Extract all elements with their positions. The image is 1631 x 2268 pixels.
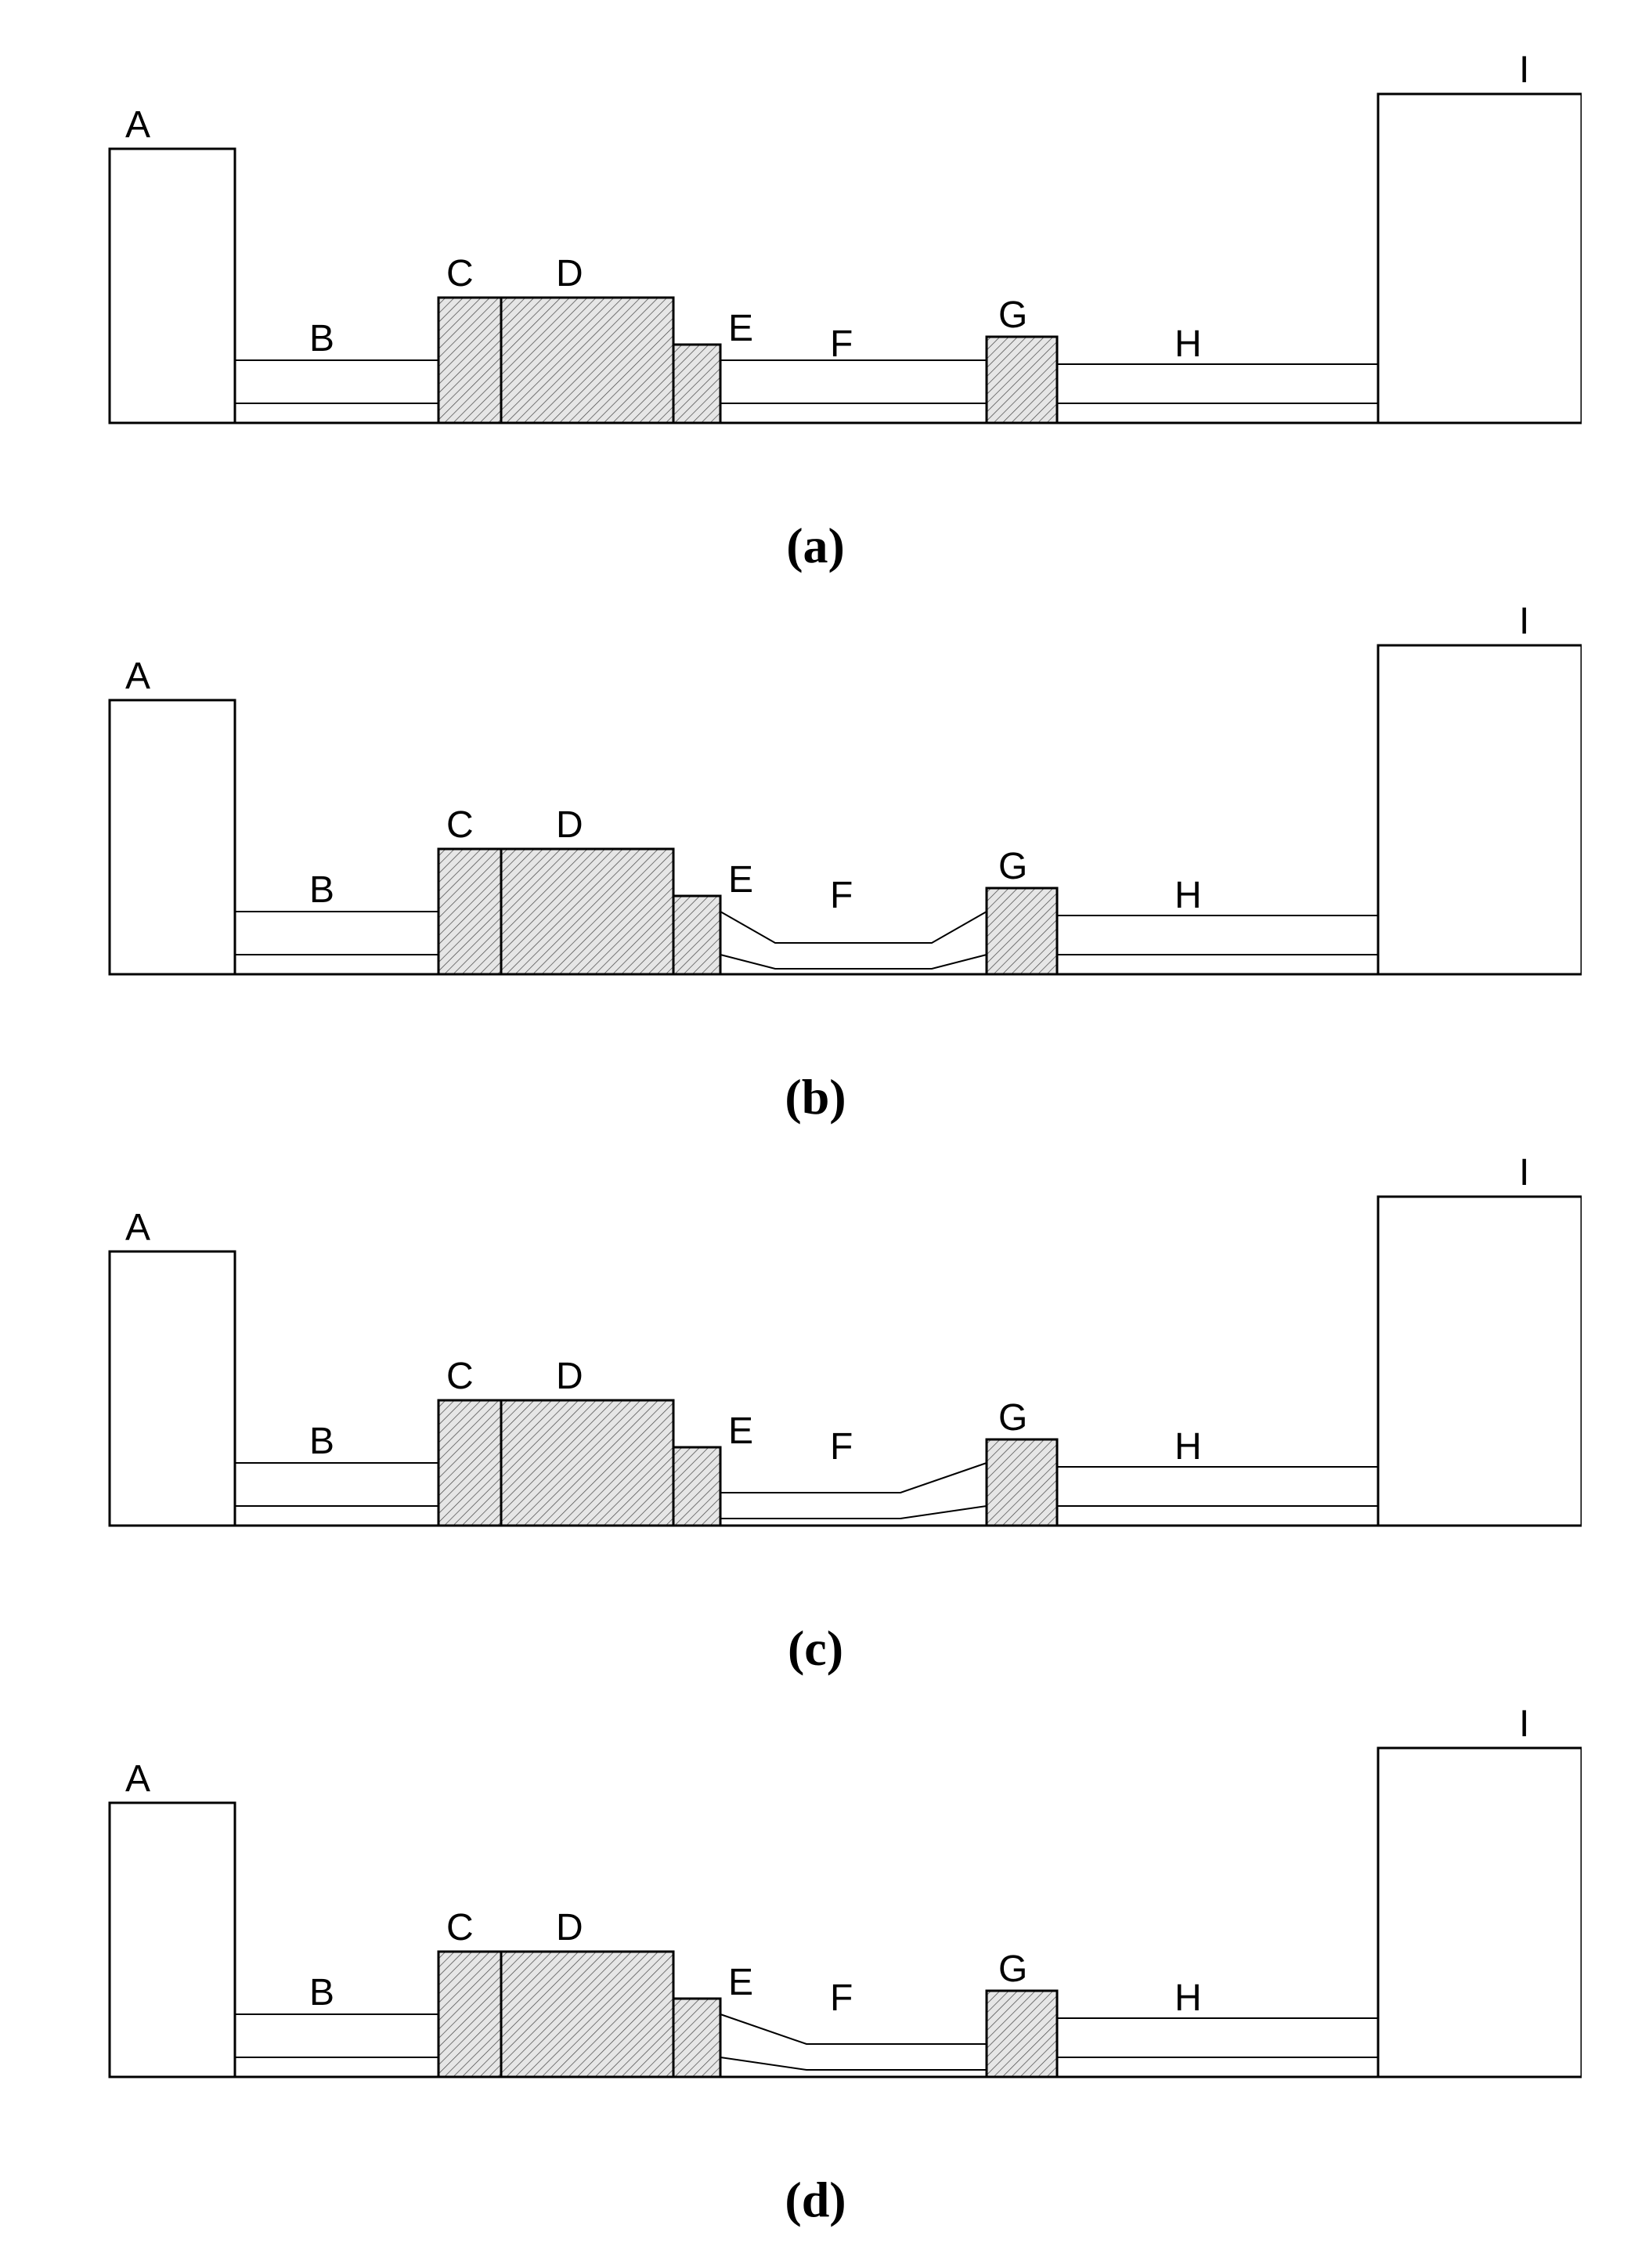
label-I: I bbox=[1519, 1703, 1529, 1745]
label-H: H bbox=[1175, 1426, 1202, 1468]
panel-d-svg: A B C D E F G H I bbox=[47, 1685, 1582, 2093]
label-C: C bbox=[446, 253, 474, 294]
panel-a-svg: A B C D E F G H I bbox=[47, 31, 1582, 439]
label-C: C bbox=[446, 1907, 474, 1948]
panel-a: A B C D E F G H I bbox=[47, 31, 1582, 470]
label-D: D bbox=[556, 804, 583, 846]
label-B: B bbox=[309, 1972, 334, 2013]
block-I bbox=[1378, 1748, 1582, 2077]
label-A: A bbox=[125, 1758, 150, 1800]
block-G bbox=[987, 888, 1057, 974]
label-D: D bbox=[556, 1907, 583, 1948]
label-E: E bbox=[728, 1962, 753, 2003]
block-C bbox=[438, 849, 501, 974]
block-E bbox=[673, 345, 720, 423]
label-I: I bbox=[1519, 1152, 1529, 1194]
label-E: E bbox=[728, 859, 753, 901]
label-F: F bbox=[830, 1426, 853, 1468]
label-B: B bbox=[309, 1421, 334, 1462]
label-E: E bbox=[728, 308, 753, 349]
segment-F-top bbox=[720, 2014, 987, 2044]
block-D bbox=[501, 1400, 673, 1526]
block-C bbox=[438, 298, 501, 423]
label-G: G bbox=[998, 1397, 1027, 1439]
label-F: F bbox=[830, 1977, 853, 2019]
label-C: C bbox=[446, 1356, 474, 1397]
label-I: I bbox=[1519, 601, 1529, 642]
label-E: E bbox=[728, 1410, 753, 1452]
label-H: H bbox=[1175, 1977, 1202, 2019]
block-A bbox=[110, 1803, 235, 2077]
label-G: G bbox=[998, 1948, 1027, 1990]
label-A: A bbox=[125, 1207, 150, 1248]
segment-F-bottom bbox=[720, 2057, 987, 2070]
label-D: D bbox=[556, 253, 583, 294]
label-B: B bbox=[309, 869, 334, 911]
block-D bbox=[501, 1952, 673, 2077]
block-C bbox=[438, 1952, 501, 2077]
panel-b-svg: A B C D E F G H I bbox=[47, 583, 1582, 990]
caption-b: (b) bbox=[47, 1068, 1584, 1126]
label-G: G bbox=[998, 846, 1027, 887]
panel-c: A B C D E F G H I bbox=[47, 1134, 1582, 1573]
caption-d: (d) bbox=[47, 2171, 1584, 2229]
label-A: A bbox=[125, 655, 150, 697]
block-I bbox=[1378, 1197, 1582, 1526]
caption-c: (c) bbox=[47, 1620, 1584, 1678]
block-G bbox=[987, 337, 1057, 423]
segment-F-top bbox=[720, 1463, 987, 1493]
block-D bbox=[501, 298, 673, 423]
block-I bbox=[1378, 94, 1582, 423]
block-G bbox=[987, 1439, 1057, 1526]
block-E bbox=[673, 1999, 720, 2077]
segment-F-top bbox=[720, 912, 987, 943]
panel-c-svg: A B C D E F G H I bbox=[47, 1134, 1582, 1541]
panel-b: A B C D E F G H I bbox=[47, 583, 1582, 1021]
label-H: H bbox=[1175, 323, 1202, 365]
label-G: G bbox=[998, 294, 1027, 336]
segment-F-bottom bbox=[720, 955, 987, 969]
label-B: B bbox=[309, 318, 334, 359]
label-A: A bbox=[125, 104, 150, 146]
caption-a: (a) bbox=[47, 517, 1584, 575]
segment-F-bottom bbox=[720, 1506, 987, 1519]
block-I bbox=[1378, 645, 1582, 974]
block-D bbox=[501, 849, 673, 974]
block-E bbox=[673, 896, 720, 974]
panel-d: A B C D E F G H I bbox=[47, 1685, 1582, 2124]
label-I: I bbox=[1519, 49, 1529, 91]
label-F: F bbox=[830, 323, 853, 365]
block-A bbox=[110, 149, 235, 423]
block-A bbox=[110, 700, 235, 974]
block-G bbox=[987, 1991, 1057, 2077]
label-D: D bbox=[556, 1356, 583, 1397]
block-E bbox=[673, 1447, 720, 1526]
label-H: H bbox=[1175, 875, 1202, 916]
block-C bbox=[438, 1400, 501, 1526]
label-F: F bbox=[830, 875, 853, 916]
block-A bbox=[110, 1251, 235, 1526]
label-C: C bbox=[446, 804, 474, 846]
